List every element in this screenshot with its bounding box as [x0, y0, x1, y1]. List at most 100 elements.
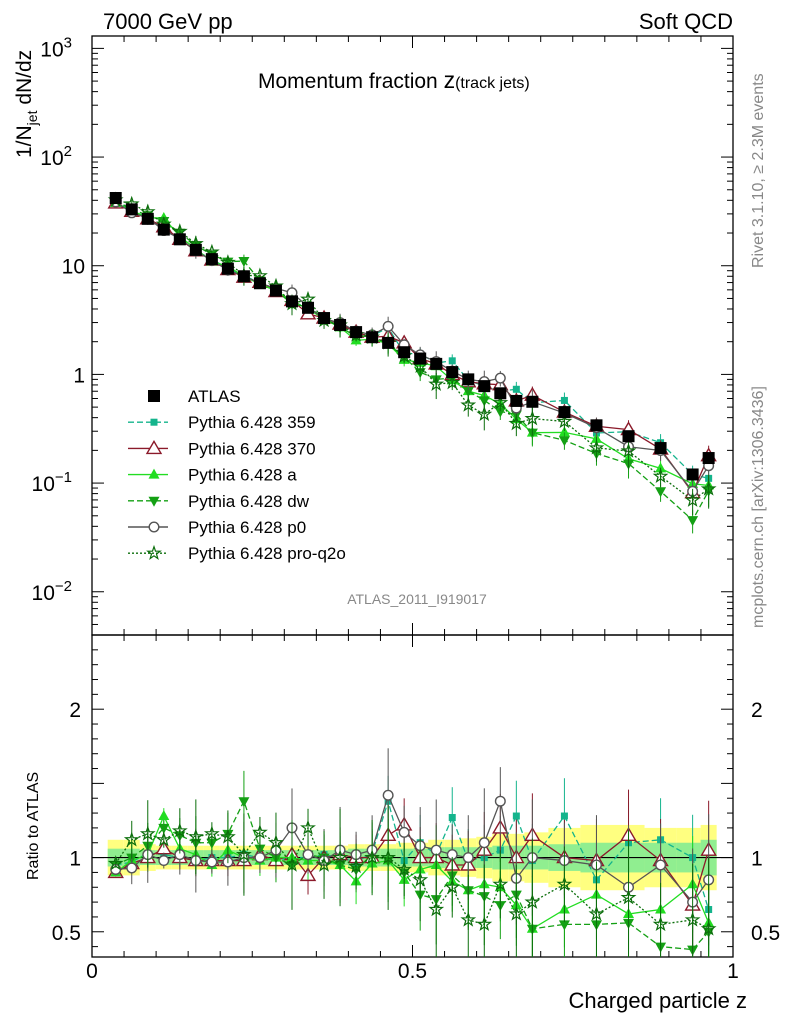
legend-marker [148, 390, 160, 402]
ratio-series-marker [126, 862, 138, 874]
data-point [446, 366, 459, 379]
ratio-series-marker [302, 849, 314, 861]
ratio-series-marker [382, 789, 394, 801]
header-right: Soft QCD [639, 9, 733, 34]
ratio-xlabel: Charged particle z [568, 988, 747, 1013]
main-series-marker [620, 442, 637, 458]
main-title: Momentum fraction z(track jets) [258, 67, 530, 93]
ratio-series-marker [700, 920, 717, 936]
legend-marker [145, 440, 163, 455]
ratio-series-marker [158, 855, 170, 867]
ratio-series-marker [524, 893, 541, 909]
main-ylabel-sub: jet [24, 110, 40, 126]
ratio-series-marker [380, 849, 397, 865]
main-series-marker [687, 516, 699, 527]
main-title-var: z [444, 67, 456, 93]
legend-marker [148, 468, 160, 479]
ratio-ytick-label-right: 0.5 [751, 922, 780, 945]
ratio-series-marker [252, 824, 268, 840]
main-ytick-label: 103 [40, 34, 72, 61]
ratio-series-marker [364, 849, 381, 865]
legend-marker [148, 521, 160, 533]
ratio-series-marker [462, 852, 474, 864]
side-label-top: Rivet 3.1.10, ≥ 2.3M events [750, 73, 767, 268]
main-series-marker [494, 407, 506, 418]
ratio-frame [91, 634, 734, 958]
legend-label: Pythia 6.428 370 [188, 439, 316, 458]
ratio-series-marker [219, 828, 236, 844]
ytick-base: 10 [40, 38, 63, 61]
main-series-line [115, 199, 709, 479]
ratio-series-marker [556, 875, 573, 891]
ratio-series-marker [348, 858, 365, 874]
ratio-plot: 0 0.5 10.5 0.51 12 2 [52, 634, 780, 983]
data-point [253, 277, 266, 290]
main-ytick-label: 10−2 [32, 578, 72, 605]
data-point [350, 326, 363, 339]
data-point [334, 318, 347, 331]
data-point [221, 262, 234, 275]
ratio-series-marker [444, 878, 461, 894]
main-series-marker [652, 467, 669, 483]
main-series-marker [382, 320, 394, 332]
data-point [414, 352, 427, 365]
main-series-marker [494, 372, 506, 384]
data-point [430, 357, 443, 370]
ytick-exp: −2 [55, 578, 72, 595]
ytick-base: 10 [40, 147, 63, 170]
ytick-exp: 2 [64, 143, 72, 160]
ratio-series-marker [300, 819, 316, 835]
main-series-marker [444, 374, 461, 390]
ratio-series-marker [478, 837, 490, 849]
legend-label: Pythia 6.428 359 [188, 413, 316, 432]
ratio-series-marker [655, 859, 667, 871]
ratio-series-marker [171, 822, 188, 838]
ratio-ytick-label-right: 2 [751, 699, 763, 722]
main-series-marker [238, 257, 250, 268]
data-point [494, 387, 507, 400]
main-ytick-label: 10−1 [32, 469, 72, 496]
main-ylabel-main: 1/N [13, 125, 36, 158]
ratio-series-marker [508, 905, 525, 921]
data-point [205, 253, 218, 266]
data-point [237, 270, 250, 283]
ratio-series-marker [203, 825, 220, 841]
ratio-ytick-label-right: 1 [751, 848, 763, 871]
data-point [141, 212, 154, 225]
data-point [686, 468, 699, 481]
data-point [398, 346, 411, 359]
ratio-xtick-label: 0.5 [398, 960, 427, 983]
main-ylabel: 1/Njet dN/dz [13, 50, 40, 158]
main-series-marker [478, 396, 490, 407]
data-point [478, 380, 491, 393]
ratio-series-marker [412, 871, 429, 887]
ratio-series-marker [448, 814, 456, 822]
ratio-series-marker [494, 795, 506, 807]
data-point [189, 243, 202, 256]
main-series-marker [684, 491, 701, 507]
ratio-series-marker [123, 831, 140, 847]
ratio-series-marker [155, 831, 172, 847]
legend-label: Pythia 6.428 pro-q2o [188, 544, 346, 563]
data-point [269, 284, 282, 297]
ratio-series-marker [492, 875, 509, 891]
legend: ATLAS Pythia 6.428 359 Pythia 6.428 370 Pyt… [128, 387, 346, 563]
main-series-marker [655, 487, 667, 498]
legend-label: ATLAS [188, 387, 241, 406]
side-label-bottom: mcplots.cern.ch [arXiv:1306.3436] [750, 386, 767, 628]
ratio-series-marker [284, 856, 300, 872]
data-point [318, 312, 331, 325]
ratio-series-marker [158, 823, 170, 834]
main-series-marker [588, 439, 605, 455]
ratio-ytick-label: 0.5 [52, 922, 81, 945]
ytick-base: 10 [32, 473, 55, 496]
main-series-marker [462, 387, 474, 398]
ratio-series-marker [187, 828, 204, 844]
ratio-series-marker [588, 905, 605, 921]
data-point [285, 295, 298, 308]
ratio-ytick-label: 1 [69, 848, 81, 871]
ytick-exp: −1 [55, 469, 72, 486]
ratio-series-marker [620, 889, 637, 905]
